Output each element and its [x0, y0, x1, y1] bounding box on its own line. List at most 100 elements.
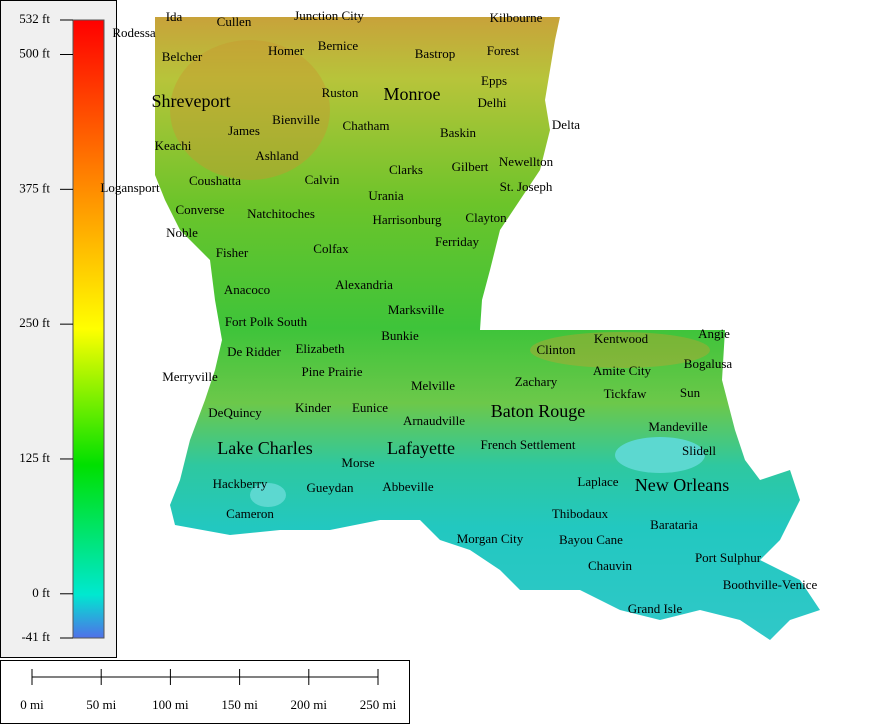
color-bar — [72, 19, 105, 639]
place-label: French Settlement — [481, 437, 576, 452]
scale-tick-label: 50 mi — [86, 697, 116, 712]
place-label: Noble — [166, 225, 198, 240]
place-label: Baton Rouge — [491, 401, 586, 421]
scale-tick-label: 0 mi — [20, 697, 44, 712]
scale-box — [0, 660, 410, 724]
place-label: Keachi — [155, 138, 192, 153]
place-label: Angie — [698, 326, 730, 341]
place-label: Baskin — [440, 125, 477, 140]
legend: 532 ft 500 ft 375 ft 250 ft 125 ft 0 ft -41 ft — [0, 0, 117, 658]
place-label: Chauvin — [588, 558, 633, 573]
place-label: Cullen — [217, 14, 252, 29]
legend-tick-label: 125 ft — [19, 450, 50, 465]
place-label: Bayou Cane — [559, 532, 623, 547]
place-label: St. Joseph — [500, 179, 553, 194]
place-label: Natchitoches — [247, 206, 315, 221]
place-label: DeQuincy — [208, 405, 262, 420]
place-label: Calvin — [305, 172, 340, 187]
lake — [615, 437, 705, 473]
land — [155, 17, 820, 640]
place-label: Converse — [175, 202, 224, 217]
place-label: Arnaudville — [403, 413, 465, 428]
place-label: Zachary — [515, 374, 558, 389]
place-label: Merryville — [162, 369, 218, 384]
legend-tick-label: 500 ft — [19, 45, 50, 60]
place-label: Port Sulphur — [695, 550, 762, 565]
upland — [530, 332, 710, 368]
place-label: Newellton — [499, 154, 554, 169]
place-label: Elizabeth — [295, 341, 345, 356]
place-label: Clarks — [389, 162, 423, 177]
place-label: Delhi — [478, 95, 507, 110]
place-label: Ferriday — [435, 234, 480, 249]
place-label: Logansport — [100, 180, 160, 195]
place-label: Morse — [341, 455, 374, 470]
place-label: Boothville-Venice — [723, 577, 818, 592]
scale-tick-label: 250 mi — [360, 697, 397, 712]
place-label: Gilbert — [452, 159, 489, 174]
place-label: Morgan City — [457, 531, 524, 546]
place-label: Bienville — [272, 112, 320, 127]
place-label: Fisher — [216, 245, 249, 260]
legend-tick-label: 532 ft — [19, 11, 50, 26]
place-label: Lake Charles — [217, 438, 312, 458]
place-label: Alexandria — [335, 277, 393, 292]
place-label: Clayton — [465, 210, 507, 225]
place-label: Ida — [166, 9, 183, 24]
place-label: De Ridder — [227, 344, 281, 359]
upland — [170, 40, 330, 180]
place-label: Bunkie — [381, 328, 419, 343]
place-label: James — [228, 123, 260, 138]
place-label: Urania — [368, 188, 404, 203]
legend-tick-label: -41 ft — [21, 629, 50, 644]
place-label: Shreveport — [152, 91, 231, 111]
legend-tick-label: 0 ft — [32, 585, 50, 600]
lake — [250, 483, 286, 507]
scale-tick-label: 100 mi — [152, 697, 189, 712]
place-label: Thibodaux — [552, 506, 609, 521]
place-label: Coushatta — [189, 173, 241, 188]
scale-tick-label: 150 mi — [221, 697, 258, 712]
place-label: Monroe — [384, 84, 441, 104]
place-label: Clinton — [536, 342, 576, 357]
place-label: Gueydan — [307, 480, 354, 495]
place-label: Homer — [268, 43, 305, 58]
place-label: Fort Polk South — [225, 314, 308, 329]
place-label: Bogalusa — [684, 356, 733, 371]
place-label: New Orleans — [635, 475, 729, 495]
place-label: Laplace — [577, 474, 618, 489]
place-label: Slidell — [682, 443, 716, 458]
place-label: Bernice — [318, 38, 359, 53]
place-label: Kinder — [295, 400, 332, 415]
place-label: Colfax — [313, 241, 349, 256]
place-label: Belcher — [162, 49, 203, 64]
place-label: Rodessa — [112, 25, 156, 40]
place-label: Harrisonburg — [372, 212, 442, 227]
place-label: Tickfaw — [604, 386, 647, 401]
place-label: Barataria — [650, 517, 698, 532]
legend-tick-label: 375 ft — [19, 180, 50, 195]
place-label: Ashland — [255, 148, 299, 163]
place-label: Mandeville — [648, 419, 707, 434]
place-label: Kentwood — [594, 331, 649, 346]
place-label: Amite City — [593, 363, 652, 378]
legend-tick-label: 250 ft — [19, 315, 50, 330]
place-label: Forest — [487, 43, 520, 58]
place-label: Pine Prairie — [301, 364, 362, 379]
place-label: Bastrop — [415, 46, 455, 61]
place-label: Chatham — [343, 118, 390, 133]
places: Ida Cullen Junction City Kilbourne Rodessa Be… — [100, 8, 817, 616]
place-label: Kilbourne — [490, 10, 543, 25]
place-label: Abbeville — [382, 479, 433, 494]
place-label: Junction City — [294, 8, 364, 23]
place-label: Lafayette — [387, 438, 455, 458]
place-label: Anacoco — [224, 282, 270, 297]
place-label: Marksville — [388, 302, 445, 317]
place-label: Sun — [680, 385, 701, 400]
state-shape — [155, 17, 820, 640]
place-label: Melville — [411, 378, 455, 393]
place-label: Grand Isle — [628, 601, 683, 616]
scale-tick-label: 200 mi — [291, 697, 328, 712]
